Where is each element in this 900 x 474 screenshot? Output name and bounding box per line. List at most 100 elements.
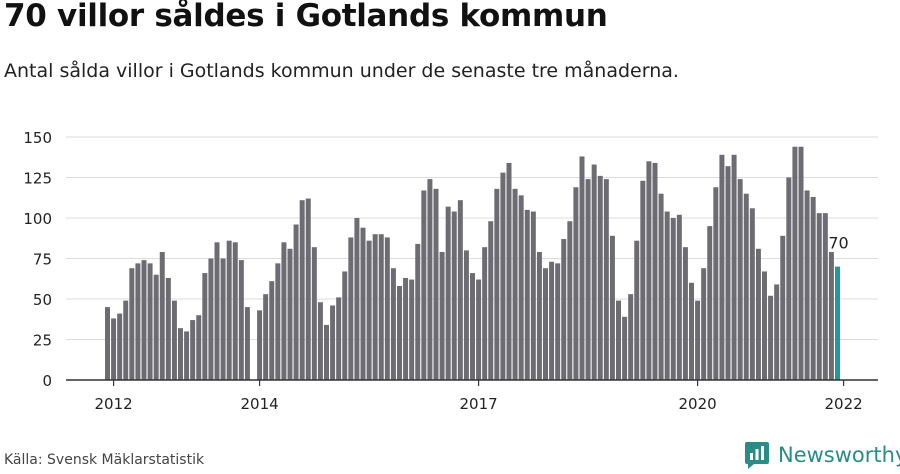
bar <box>695 300 701 380</box>
bar <box>439 252 445 380</box>
bar <box>786 177 792 380</box>
bar <box>828 252 834 380</box>
bar <box>561 239 567 380</box>
bar <box>263 294 269 380</box>
y-tick-label: 100 <box>23 210 52 228</box>
bar <box>415 243 421 380</box>
bar <box>421 190 427 380</box>
bar <box>463 250 469 380</box>
bar <box>311 247 317 380</box>
bar <box>390 268 396 380</box>
bar <box>336 297 342 380</box>
bar <box>713 187 719 380</box>
bar <box>360 227 366 380</box>
y-axis-ticks: 0 25 50 75 100 125 150 <box>23 129 52 390</box>
bar <box>658 193 664 380</box>
x-tick-label: 2020 <box>678 395 716 413</box>
bar <box>123 300 129 380</box>
bar <box>664 211 670 380</box>
bar <box>737 179 743 380</box>
bar <box>616 300 621 380</box>
bar <box>774 284 780 380</box>
bar <box>171 300 177 380</box>
bar <box>129 268 135 380</box>
bar <box>579 156 585 380</box>
bar <box>549 261 555 380</box>
bar <box>470 273 475 380</box>
bar <box>743 193 749 380</box>
bar <box>500 172 506 380</box>
bar <box>634 240 640 380</box>
bar <box>226 240 232 380</box>
bar <box>591 164 597 380</box>
bar <box>768 295 774 380</box>
bar <box>816 213 822 380</box>
y-tick-label: 150 <box>23 129 52 147</box>
bar <box>342 271 348 380</box>
bars <box>105 146 840 380</box>
bar <box>299 200 305 380</box>
bar <box>451 211 457 380</box>
bar <box>111 318 117 380</box>
bar <box>603 179 609 380</box>
y-tick-label: 75 <box>33 251 52 269</box>
bar <box>378 234 384 380</box>
bar <box>810 196 816 380</box>
bar <box>725 166 731 380</box>
bar <box>147 263 153 380</box>
bar <box>196 315 202 380</box>
bar <box>749 208 755 380</box>
bar <box>433 188 439 380</box>
bar <box>701 268 707 380</box>
y-tick-label: 125 <box>23 170 52 188</box>
bar <box>555 263 561 380</box>
bar <box>780 235 786 380</box>
bar <box>153 274 159 380</box>
bar <box>165 277 171 380</box>
bar <box>324 324 329 380</box>
x-tick-label: 2014 <box>240 395 278 413</box>
data-labels: 70 <box>828 234 848 253</box>
bar <box>105 307 110 380</box>
bar <box>755 248 761 380</box>
bar <box>518 195 524 380</box>
bar <box>494 188 500 380</box>
bar <box>159 252 165 380</box>
bar <box>670 218 676 380</box>
bar <box>330 305 336 380</box>
bar <box>482 247 488 380</box>
bar <box>512 188 518 380</box>
bar <box>409 279 415 380</box>
bar <box>628 294 634 380</box>
bar <box>476 279 482 380</box>
bar <box>530 211 536 380</box>
bar <box>804 190 810 380</box>
bar <box>220 258 226 380</box>
bar <box>585 179 591 380</box>
bar <box>354 218 360 380</box>
bar <box>293 224 299 380</box>
bar <box>232 242 238 380</box>
bar <box>190 320 196 380</box>
bar <box>384 237 390 380</box>
bar <box>524 209 530 380</box>
bar <box>397 286 402 380</box>
chart-subtitle: Antal sålda villor i Gotlands kommun und… <box>4 60 679 82</box>
bar <box>403 277 409 380</box>
bar <box>676 214 682 380</box>
x-axis: 2012 2014 2017 2020 2022 <box>66 379 878 413</box>
bar <box>567 221 573 380</box>
bar <box>184 331 190 380</box>
y-tick-label: 0 <box>42 372 52 390</box>
bar <box>798 146 804 380</box>
bar <box>202 273 208 380</box>
bar <box>682 247 688 380</box>
bar <box>488 221 494 380</box>
source-note: Källa: Svensk Mäklarstatistik <box>4 452 205 468</box>
bar <box>372 234 378 380</box>
bar <box>317 302 323 380</box>
bar <box>640 180 646 380</box>
x-tick-label: 2017 <box>459 395 497 413</box>
bar <box>536 252 542 380</box>
